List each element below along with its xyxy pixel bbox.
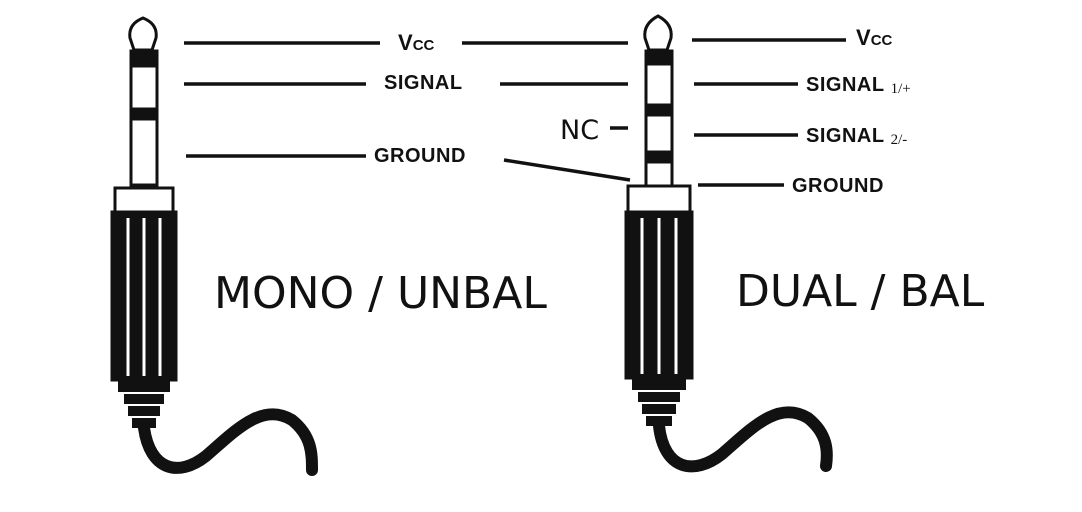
mono-ring [129, 64, 159, 112]
dual-vcc-label: VCC [856, 25, 893, 50]
dual-signal2-label: SIGNAL 2/- [806, 125, 907, 148]
dual-handle-grips [640, 218, 678, 374]
mono-cable [138, 408, 318, 476]
mono-vcc-label: VCC [398, 30, 435, 55]
dual-leader-lines [610, 38, 846, 187]
dual-title: DUAL / BAL [736, 266, 985, 317]
mono-collar [113, 186, 175, 214]
mono-strain-relief [118, 380, 170, 428]
dual-sleeve [644, 160, 674, 188]
mono-title: MONO / UNBAL [214, 268, 547, 319]
ground-connector-line [503, 158, 631, 182]
mono-tip-ring [129, 49, 159, 67]
dual-ring-1 [644, 62, 674, 108]
mono-ground-label: GROUND [374, 145, 466, 167]
mono-tip [128, 16, 158, 52]
dual-strain-relief [632, 378, 686, 426]
dual-collar [626, 184, 692, 214]
dual-cable [653, 406, 833, 473]
dual-ground-label: GROUND [792, 175, 884, 197]
dual-nc-label: NC [560, 115, 599, 146]
dual-signal1-label: SIGNAL 1/+ [806, 74, 911, 97]
dual-ring-2 [644, 113, 674, 155]
mono-sleeve [129, 117, 159, 187]
dual-tip-ring [644, 49, 674, 65]
mono-handle-grips [126, 218, 162, 376]
dual-tip [643, 14, 673, 52]
mono-signal-label: SIGNAL [384, 72, 463, 94]
mono-leader-lines [184, 41, 380, 158]
